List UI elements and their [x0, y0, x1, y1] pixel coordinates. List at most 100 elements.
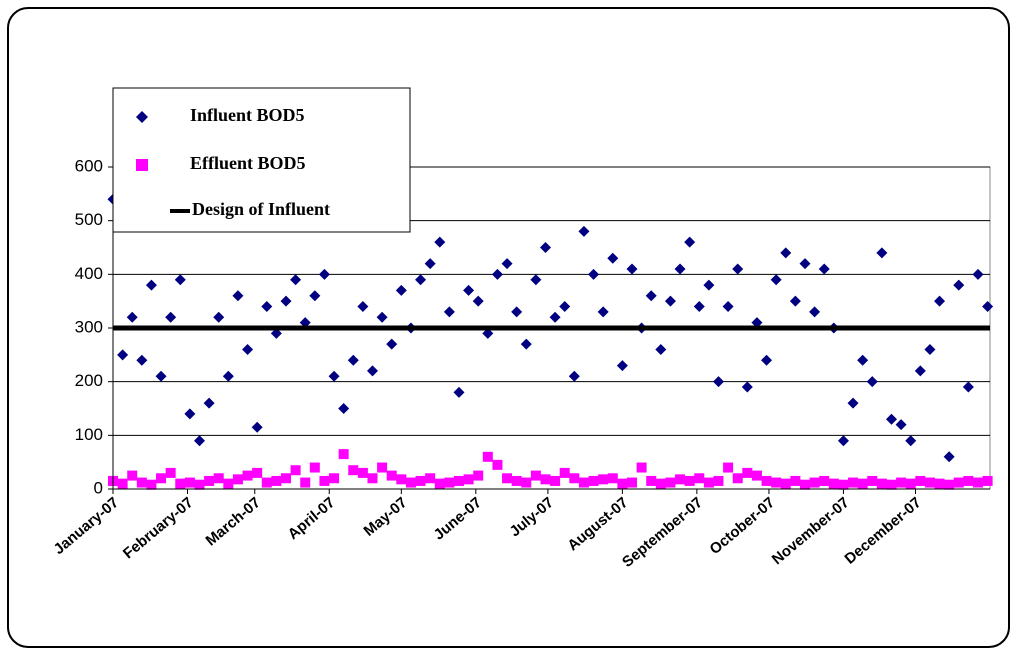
influent-point [549, 311, 561, 323]
influent-point [809, 306, 821, 318]
influent-point [309, 290, 321, 302]
effluent-point [588, 475, 599, 486]
influent-point [962, 381, 974, 393]
influent-point [453, 386, 465, 398]
influent-point [251, 421, 263, 433]
effluent-point [790, 475, 801, 486]
influent-point [270, 327, 282, 339]
effluent-point [502, 473, 513, 484]
influent-point [328, 370, 340, 382]
influent-point [982, 301, 994, 313]
effluent-point [415, 475, 426, 486]
influent-point [943, 451, 955, 463]
influent-point [463, 284, 475, 296]
influent-point [491, 268, 503, 280]
effluent-point [530, 470, 541, 481]
effluent-point [963, 475, 974, 486]
effluent-point [646, 475, 657, 486]
influent-point [434, 236, 446, 248]
effluent-point [819, 475, 830, 486]
effluent-point [405, 477, 416, 488]
influent-point [299, 317, 311, 329]
effluent-point [232, 474, 243, 485]
influent-point [357, 301, 369, 313]
effluent-point [521, 477, 532, 488]
effluent-point [511, 475, 522, 486]
effluent-point [876, 478, 887, 489]
y-tick-label: 500 [75, 210, 103, 229]
influent-point [242, 343, 254, 355]
influent-point [184, 408, 196, 420]
effluent-point [944, 479, 955, 490]
effluent-point [434, 478, 445, 489]
influent-point [626, 263, 638, 275]
influent-point [712, 376, 724, 388]
effluent-point [319, 475, 330, 486]
effluent-point [751, 470, 762, 481]
influent-point [770, 274, 782, 286]
effluent-point [972, 477, 983, 488]
influent-point [395, 284, 407, 296]
influent-point [799, 258, 811, 270]
influent-point [280, 295, 292, 307]
effluent-point [463, 474, 474, 485]
influent-point [520, 338, 532, 350]
effluent-point [377, 462, 388, 473]
influent-point [165, 311, 177, 323]
effluent-point [838, 479, 849, 490]
effluent-point [655, 478, 666, 489]
influent-point [741, 381, 753, 393]
y-tick-label: 200 [75, 371, 103, 390]
effluent-point [905, 478, 916, 489]
effluent-point [569, 473, 580, 484]
influent-point [885, 413, 897, 425]
y-tick-label: 0 [94, 478, 103, 497]
influent-point [876, 247, 888, 259]
effluent-point [694, 473, 705, 484]
effluent-point [684, 475, 695, 486]
effluent-point [261, 477, 272, 488]
influent-point [607, 252, 619, 264]
effluent-point [271, 475, 282, 486]
effluent-point [982, 475, 993, 486]
influent-point [578, 225, 590, 237]
influent-point [232, 290, 244, 302]
effluent-point [723, 462, 734, 473]
effluent-point [809, 477, 820, 488]
influent-point [597, 306, 609, 318]
effluent-point [348, 465, 359, 476]
effluent-point [598, 474, 609, 485]
effluent-point [953, 477, 964, 488]
effluent-point [626, 477, 637, 488]
effluent-point [867, 475, 878, 486]
influent-point [847, 397, 859, 409]
effluent-point [127, 470, 138, 481]
effluent-point [617, 478, 628, 489]
influent-point [953, 279, 965, 291]
influent-point [530, 274, 542, 286]
influent-point [934, 295, 946, 307]
effluent-point [482, 451, 493, 462]
effluent-point [156, 473, 167, 484]
effluent-point [444, 477, 455, 488]
influent-point [905, 435, 917, 447]
effluent-point [732, 473, 743, 484]
effluent-point [915, 475, 926, 486]
effluent-point [117, 478, 128, 489]
effluent-point [761, 475, 772, 486]
influent-point [924, 343, 936, 355]
influent-point [117, 349, 129, 361]
influent-point [511, 306, 523, 318]
influent-point [261, 301, 273, 313]
influent-point [866, 376, 878, 388]
influent-point [424, 258, 436, 270]
effluent-point [492, 459, 503, 470]
influent-point [818, 263, 830, 275]
influent-point [376, 311, 388, 323]
influent-point [213, 311, 225, 323]
effluent-point [425, 473, 436, 484]
influent-point [136, 354, 148, 366]
effluent-point [242, 470, 253, 481]
influent-point [318, 268, 330, 280]
influent-point [972, 268, 984, 280]
